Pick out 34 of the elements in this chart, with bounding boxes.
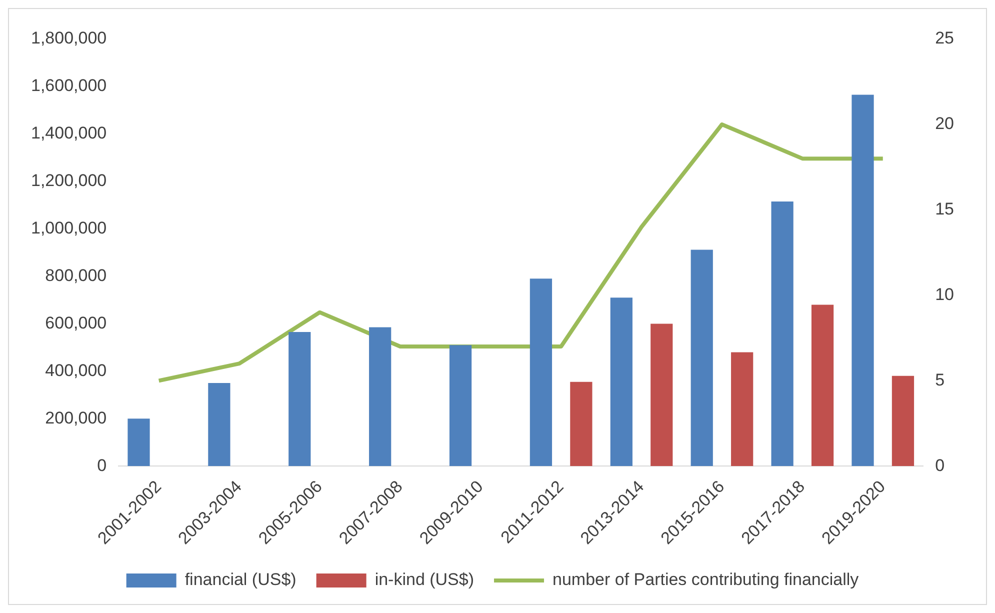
y2-tick-label: 15	[935, 200, 954, 219]
y-tick-label: 1,000,000	[30, 218, 107, 238]
bar	[650, 324, 673, 466]
y2-tick-label: 20	[935, 114, 954, 134]
y-tick-label: 0	[97, 456, 107, 475]
bar	[771, 202, 794, 466]
bar	[369, 327, 392, 466]
bar	[690, 250, 713, 466]
y-tick-label: 200,000	[45, 408, 107, 428]
y-tick-label: 800,000	[45, 266, 107, 285]
legend-label: in-kind (US$)	[374, 570, 474, 590]
bar	[892, 376, 914, 466]
y-tick-label: 1,200,000	[30, 171, 107, 190]
bar	[731, 352, 754, 466]
y2-tick-label: 0	[935, 456, 945, 475]
y2-tick-label: 10	[935, 284, 954, 304]
y-tick-label: 400,000	[45, 360, 107, 380]
bar	[208, 383, 230, 466]
y-tick-label: 600,000	[45, 313, 107, 332]
bar	[610, 298, 632, 466]
bar	[530, 278, 552, 466]
y2-tick-label: 5	[935, 370, 945, 390]
y2-tick-label: 25	[935, 28, 954, 48]
y-tick-label: 1,600,000	[30, 76, 107, 96]
bar	[811, 304, 834, 466]
bar	[852, 94, 874, 466]
legend-label: number of Parties contributing financially	[552, 570, 860, 590]
bar	[449, 345, 472, 466]
bar	[288, 332, 311, 466]
y-tick-label: 1,800,000	[30, 28, 107, 48]
y-tick-label: 1,400,000	[30, 124, 107, 143]
legend-label: financial (US$)	[184, 570, 296, 590]
bar	[570, 382, 592, 466]
bar	[128, 418, 150, 466]
